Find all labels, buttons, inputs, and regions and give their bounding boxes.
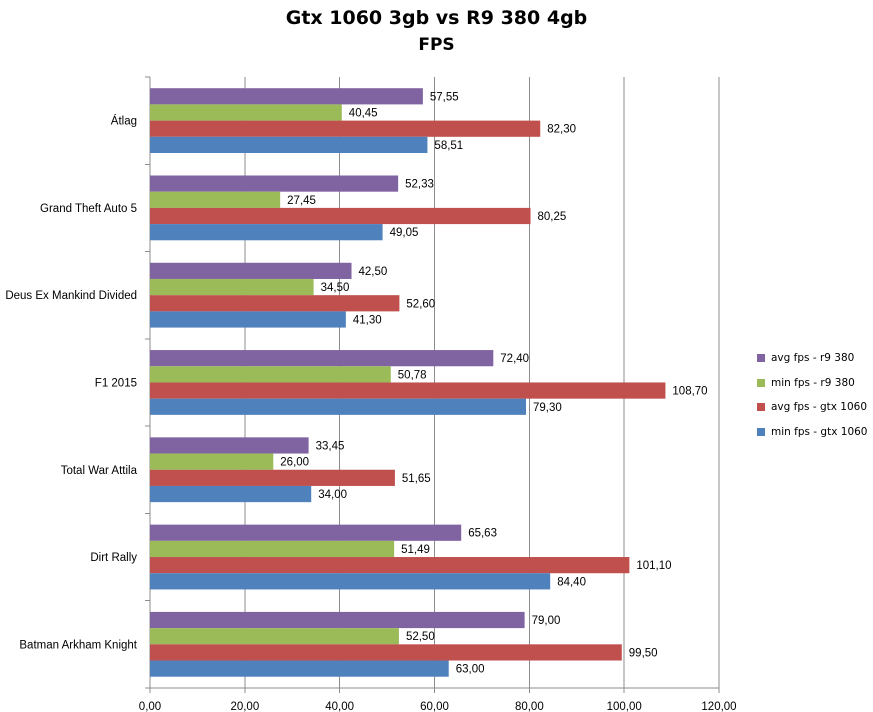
data-label: 101,10 <box>636 560 671 572</box>
x-tick-label: 60,00 <box>420 701 449 712</box>
data-label: 99,50 <box>629 647 658 659</box>
data-label: 57,55 <box>430 91 459 103</box>
legend-item: avg fps - r9 380 <box>757 346 868 371</box>
legend-label: avg fps - r9 380 <box>771 352 855 365</box>
data-label: 50,78 <box>398 369 427 381</box>
bar <box>150 207 531 225</box>
data-label: 108,70 <box>672 386 707 398</box>
data-label: 72,40 <box>500 353 529 365</box>
legend-swatch <box>757 403 765 412</box>
bar <box>150 175 399 192</box>
bar <box>150 278 314 296</box>
bar <box>150 611 525 629</box>
bar <box>150 453 274 470</box>
data-label: 63,00 <box>456 664 485 676</box>
data-label: 79,30 <box>533 402 562 414</box>
bar <box>150 88 423 105</box>
bar <box>150 120 541 137</box>
bar <box>150 660 449 677</box>
data-label: 52,50 <box>406 631 435 643</box>
legend-item: min fps - gtx 1060 <box>757 420 868 445</box>
data-label: 34,00 <box>318 489 347 501</box>
data-label: 80,25 <box>538 211 567 223</box>
bar <box>150 191 281 208</box>
x-tick-label: 20,00 <box>230 701 259 712</box>
legend-label: min fps - r9 380 <box>771 376 855 389</box>
legend-label: min fps - gtx 1060 <box>771 425 868 438</box>
bar <box>150 573 551 590</box>
chart-subtitle: FPS <box>418 35 455 55</box>
bar <box>150 104 342 121</box>
bar <box>150 644 622 661</box>
bar <box>150 350 494 367</box>
data-label: 26,00 <box>280 457 309 469</box>
bar <box>150 136 428 153</box>
x-tick-label: 40,00 <box>325 701 354 712</box>
x-tick-label: 0,00 <box>139 701 161 712</box>
bar <box>150 382 666 399</box>
legend-item: min fps - r9 380 <box>757 371 868 396</box>
legend-item: avg fps - gtx 1060 <box>757 395 868 420</box>
data-label: 84,40 <box>557 576 586 588</box>
bar <box>150 224 383 241</box>
data-label: 51,49 <box>401 544 430 556</box>
data-label: 65,63 <box>468 528 497 540</box>
x-tick-label: 80,00 <box>515 701 544 712</box>
bar <box>150 437 309 454</box>
x-tick-label: 100,00 <box>607 701 642 712</box>
category-label: Batman Arkham Knight <box>19 639 137 651</box>
category-label: Átlag <box>111 115 137 128</box>
data-label: 58,51 <box>434 140 463 152</box>
data-label: 82,30 <box>547 124 576 136</box>
bar <box>150 469 395 486</box>
x-tick-label: 120,00 <box>701 701 736 712</box>
data-label: 41,30 <box>353 314 382 326</box>
bar <box>150 628 399 645</box>
data-label: 52,60 <box>406 298 435 310</box>
bar <box>150 311 346 328</box>
bar <box>150 295 400 312</box>
data-label: 27,45 <box>287 195 316 207</box>
data-label: 34,50 <box>321 282 350 294</box>
data-label: 51,65 <box>402 473 431 485</box>
bar <box>150 485 312 503</box>
legend-swatch <box>757 427 765 436</box>
data-label: 42,50 <box>359 266 388 278</box>
bar <box>150 366 391 383</box>
legend: avg fps - r9 380 min fps - r9 380 avg fps … <box>757 346 868 444</box>
category-label: Grand Theft Auto 5 <box>40 203 137 215</box>
bar <box>150 262 352 279</box>
data-label: 52,33 <box>405 179 434 191</box>
legend-swatch <box>757 354 765 363</box>
data-label: 33,45 <box>316 440 345 452</box>
data-label: 40,45 <box>349 108 378 120</box>
category-label: Total War Attila <box>61 465 138 477</box>
legend-label: avg fps - gtx 1060 <box>771 401 868 414</box>
category-label: F1 2015 <box>95 378 137 390</box>
legend-swatch <box>757 378 765 387</box>
bar <box>150 540 395 558</box>
data-label: 49,05 <box>390 227 419 239</box>
bar <box>150 398 527 415</box>
bar <box>150 557 630 574</box>
data-label: 79,00 <box>532 615 561 627</box>
category-label: Dirt Rally <box>90 552 137 564</box>
chart-title: Gtx 1060 3gb vs R9 380 4gb <box>285 7 588 29</box>
category-label: Deus Ex Mankind Divided <box>5 290 137 302</box>
bar <box>150 524 462 541</box>
